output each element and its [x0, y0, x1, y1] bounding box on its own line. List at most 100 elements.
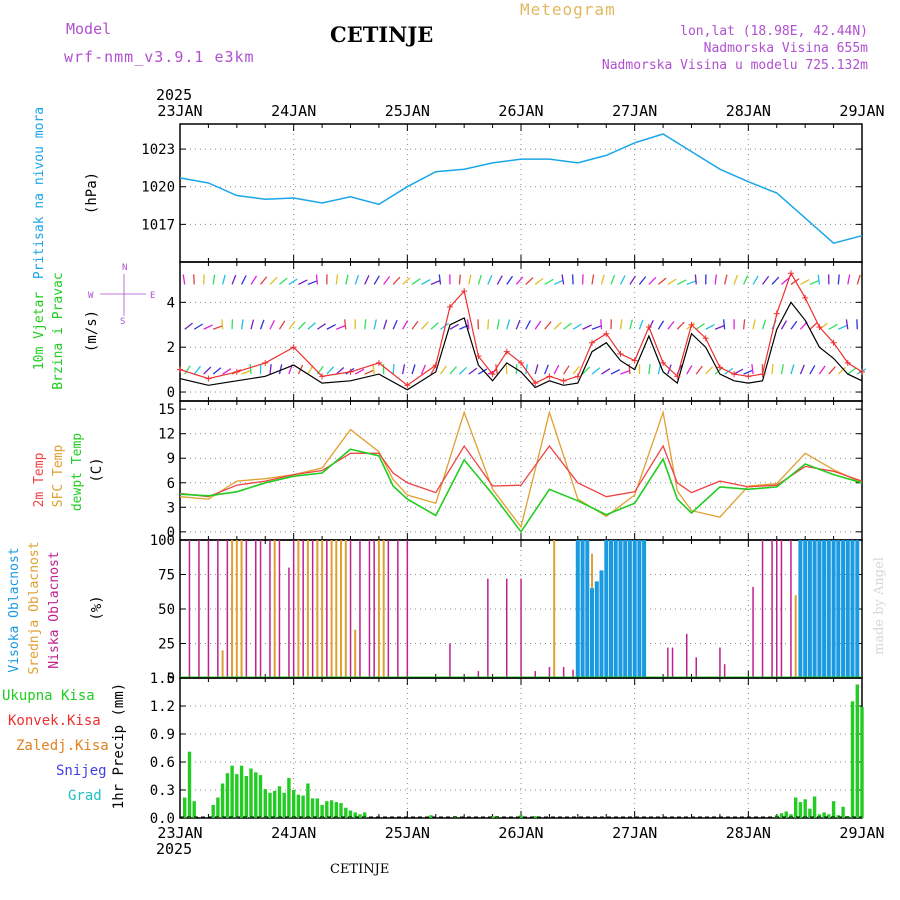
- sfc-temp-line: [179, 409, 863, 529]
- wind-barb: [724, 274, 728, 285]
- cloud-bar: [798, 540, 803, 678]
- wind-barb: [193, 365, 202, 375]
- wind-barb: [686, 280, 697, 286]
- wind-barb: [817, 274, 821, 285]
- wind-barb: [525, 364, 528, 375]
- wind-barb: [515, 319, 521, 330]
- wind-barb: [487, 319, 490, 330]
- precip-bar: [334, 802, 338, 818]
- wind-gust-marker: [233, 368, 240, 375]
- cloud-bar: [841, 540, 846, 678]
- wind-barb: [316, 323, 326, 330]
- y-tick-label: 0.9: [150, 727, 175, 743]
- wind-barb: [667, 278, 677, 285]
- precip-bar: [192, 801, 196, 818]
- wind-gust-marker: [461, 288, 468, 295]
- wind-barb: [241, 369, 252, 375]
- year-label-bottom: 2025: [156, 840, 192, 858]
- cloud-bar: [850, 540, 855, 678]
- cloud-bar: [613, 540, 618, 678]
- wind-barb: [780, 320, 788, 330]
- wind-barb: [392, 276, 401, 285]
- wind-barb: [193, 274, 195, 285]
- cloud-bar: [845, 540, 850, 678]
- wind-barb: [828, 366, 836, 375]
- cloud-bar: [326, 540, 328, 678]
- wind-gust-marker: [404, 382, 411, 389]
- precip-bar: [258, 775, 263, 818]
- wind-gust-marker: [688, 321, 695, 328]
- wind-barb: [402, 277, 411, 285]
- x-axis-bottom-label: 26JAN: [498, 824, 543, 842]
- wind-barb: [781, 277, 790, 285]
- wind-barb: [495, 364, 498, 375]
- wind-barb: [629, 275, 636, 285]
- precip-bar: [249, 768, 253, 818]
- y-tick-label: 1020: [141, 180, 175, 196]
- wind-gust-marker: [589, 339, 596, 346]
- wind-barb: [250, 275, 258, 285]
- precip-legend-label: Zaledj.Kisa: [16, 738, 109, 754]
- cloud-bar: [487, 578, 489, 678]
- precip-bar: [225, 773, 230, 818]
- precip-bar: [187, 751, 192, 818]
- precip-legend-label: Ukupna Kisa: [2, 688, 95, 704]
- wind-barb: [449, 323, 459, 330]
- precip-bar: [831, 801, 836, 818]
- cloud-bar: [226, 540, 229, 678]
- wind-barb: [421, 321, 429, 330]
- wind-barb: [591, 367, 601, 375]
- wind-barb: [440, 322, 449, 330]
- model-label: Model: [66, 20, 112, 38]
- wind-barb: [249, 364, 252, 375]
- wind-barb: [354, 368, 365, 375]
- wind-gust-marker: [844, 359, 851, 366]
- wind-barb: [212, 274, 216, 285]
- wind-barb: [203, 366, 212, 375]
- wind-barb: [364, 369, 375, 375]
- wind-barb: [402, 320, 409, 330]
- cloud-high-label: Visoka Oblacnost: [7, 547, 22, 672]
- cloud-bar: [780, 540, 783, 678]
- wind-barb: [458, 274, 461, 285]
- wind-barb: [354, 274, 360, 285]
- cloud-bar: [580, 540, 585, 678]
- cloud-bar: [803, 540, 808, 678]
- wind-barb: [667, 320, 675, 330]
- wind-barb: [733, 274, 739, 285]
- cloud-bar: [761, 540, 764, 678]
- wind-barb: [544, 278, 554, 285]
- precip-bar: [817, 814, 822, 818]
- precip-bar: [339, 803, 343, 818]
- precip-bar: [841, 806, 845, 818]
- wind-barb: [477, 274, 482, 285]
- precip-bar: [325, 801, 329, 818]
- y-tick-label: 0: [167, 671, 175, 687]
- y-tick-label: 0.3: [150, 783, 175, 799]
- cloud-bar: [822, 540, 827, 678]
- precip-bar: [263, 789, 267, 818]
- cloud-bar: [609, 540, 613, 678]
- pressure-line: [179, 133, 863, 245]
- precip-bars: [183, 684, 864, 818]
- wind-barb: [561, 274, 565, 285]
- cloud-bar: [349, 540, 352, 678]
- precip-bar: [812, 796, 817, 818]
- y-tick-label: 1017: [141, 217, 175, 233]
- wind-gust-marker: [574, 373, 581, 380]
- wind-barb: [326, 366, 335, 375]
- precip-bar: [798, 802, 803, 818]
- cloud-bar: [207, 540, 210, 678]
- wind-barb: [752, 319, 756, 330]
- cloud-visoka-bars: [575, 540, 860, 678]
- x-axis-top-label: 27JAN: [612, 102, 657, 120]
- wind-barb: [345, 274, 349, 285]
- wind-barb: [742, 319, 746, 330]
- y-tick-label: 50: [158, 602, 175, 618]
- wind-gust-marker: [802, 294, 809, 301]
- y-tick-label: 4: [167, 295, 175, 311]
- cloud-bar: [836, 540, 841, 678]
- cloud-bar: [575, 540, 580, 678]
- cloud-bar: [359, 540, 361, 678]
